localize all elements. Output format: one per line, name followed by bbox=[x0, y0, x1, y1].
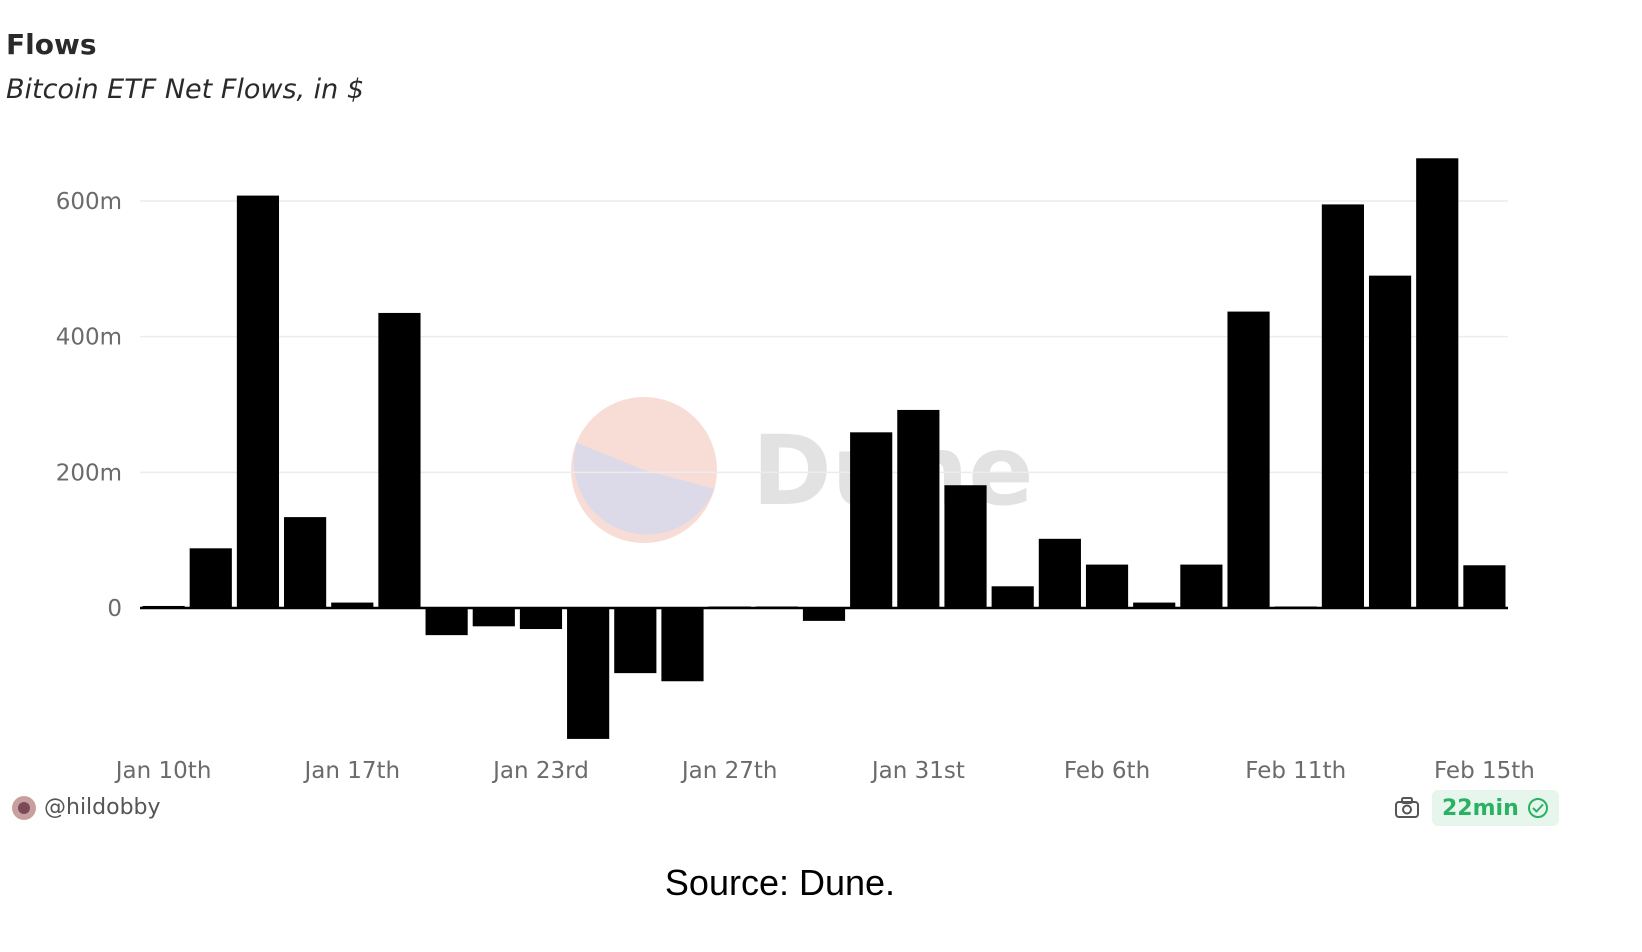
bar bbox=[472, 608, 515, 627]
y-tick-label: 0 bbox=[107, 596, 122, 622]
watermark-text: Dune bbox=[752, 415, 1033, 527]
refresh-time: 22min bbox=[1442, 795, 1519, 821]
grid-lines bbox=[140, 200, 1508, 474]
bar bbox=[189, 548, 232, 608]
camera-icon[interactable] bbox=[1394, 796, 1420, 820]
author-username: @hildobby bbox=[44, 795, 161, 820]
refresh-badge[interactable]: 22min bbox=[1432, 790, 1559, 826]
bar bbox=[661, 608, 704, 682]
source-caption: Source: Dune. bbox=[664, 862, 896, 903]
chart-title: Flows bbox=[6, 28, 97, 61]
check-circle-icon bbox=[1527, 798, 1548, 818]
x-tick-label: Jan 31st bbox=[870, 758, 965, 784]
x-axis-ticks: Jan 10th Jan 17th Jan 23rd Jan 27th Jan 31st… bbox=[114, 758, 1535, 784]
author[interactable]: @hildobby bbox=[12, 795, 161, 820]
bar bbox=[567, 608, 610, 739]
watermark-pie-bottom bbox=[573, 442, 715, 535]
bar bbox=[1038, 538, 1081, 608]
x-tick-label: Jan 17th bbox=[302, 758, 400, 784]
avatar bbox=[12, 795, 36, 820]
bar-chart: Dune 0 200m 400m 600m Jan 10th Jan 17th Jan 2… bbox=[56, 158, 1535, 784]
bar bbox=[1085, 564, 1129, 608]
bar bbox=[802, 608, 846, 621]
x-tick-label: Jan 10th bbox=[114, 758, 212, 784]
bar bbox=[1368, 275, 1412, 608]
bar bbox=[1416, 158, 1459, 608]
bar bbox=[519, 608, 563, 630]
x-tick-label: Jan 27th bbox=[680, 758, 778, 784]
y-axis-ticks: 0 200m 400m 600m bbox=[56, 189, 122, 622]
x-tick-label: Feb 11th bbox=[1245, 758, 1346, 784]
bar bbox=[378, 312, 421, 608]
y-tick-label: 400m bbox=[56, 325, 122, 351]
bar bbox=[1463, 565, 1506, 608]
bar bbox=[1180, 564, 1223, 608]
bar bbox=[284, 517, 327, 608]
bar bbox=[897, 409, 940, 608]
bar bbox=[331, 602, 374, 608]
bar bbox=[425, 608, 468, 636]
bar bbox=[1133, 602, 1176, 608]
y-tick-label: 200m bbox=[56, 460, 122, 486]
bar bbox=[614, 608, 657, 674]
bar bbox=[991, 586, 1034, 608]
bar bbox=[944, 485, 987, 608]
bar bbox=[850, 432, 893, 608]
bar bbox=[1321, 204, 1364, 608]
chart-subtitle: Bitcoin ETF Net Flows, in $ bbox=[6, 74, 365, 105]
x-tick-label: Feb 6th bbox=[1064, 758, 1150, 784]
x-tick-label: Feb 15th bbox=[1434, 758, 1535, 784]
bar bbox=[1227, 311, 1270, 608]
bar bbox=[236, 195, 280, 608]
bars bbox=[140, 158, 1508, 739]
y-tick-label: 600m bbox=[56, 189, 122, 215]
x-tick-label: Jan 23rd bbox=[491, 758, 589, 784]
